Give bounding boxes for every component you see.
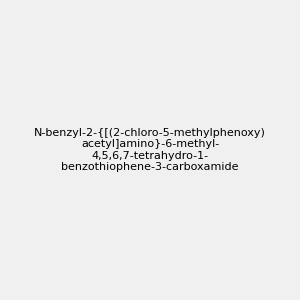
Text: N-benzyl-2-{[(2-chloro-5-methylphenoxy)
acetyl]amino}-6-methyl-
4,5,6,7-tetrahyd: N-benzyl-2-{[(2-chloro-5-methylphenoxy) … [34,128,266,172]
